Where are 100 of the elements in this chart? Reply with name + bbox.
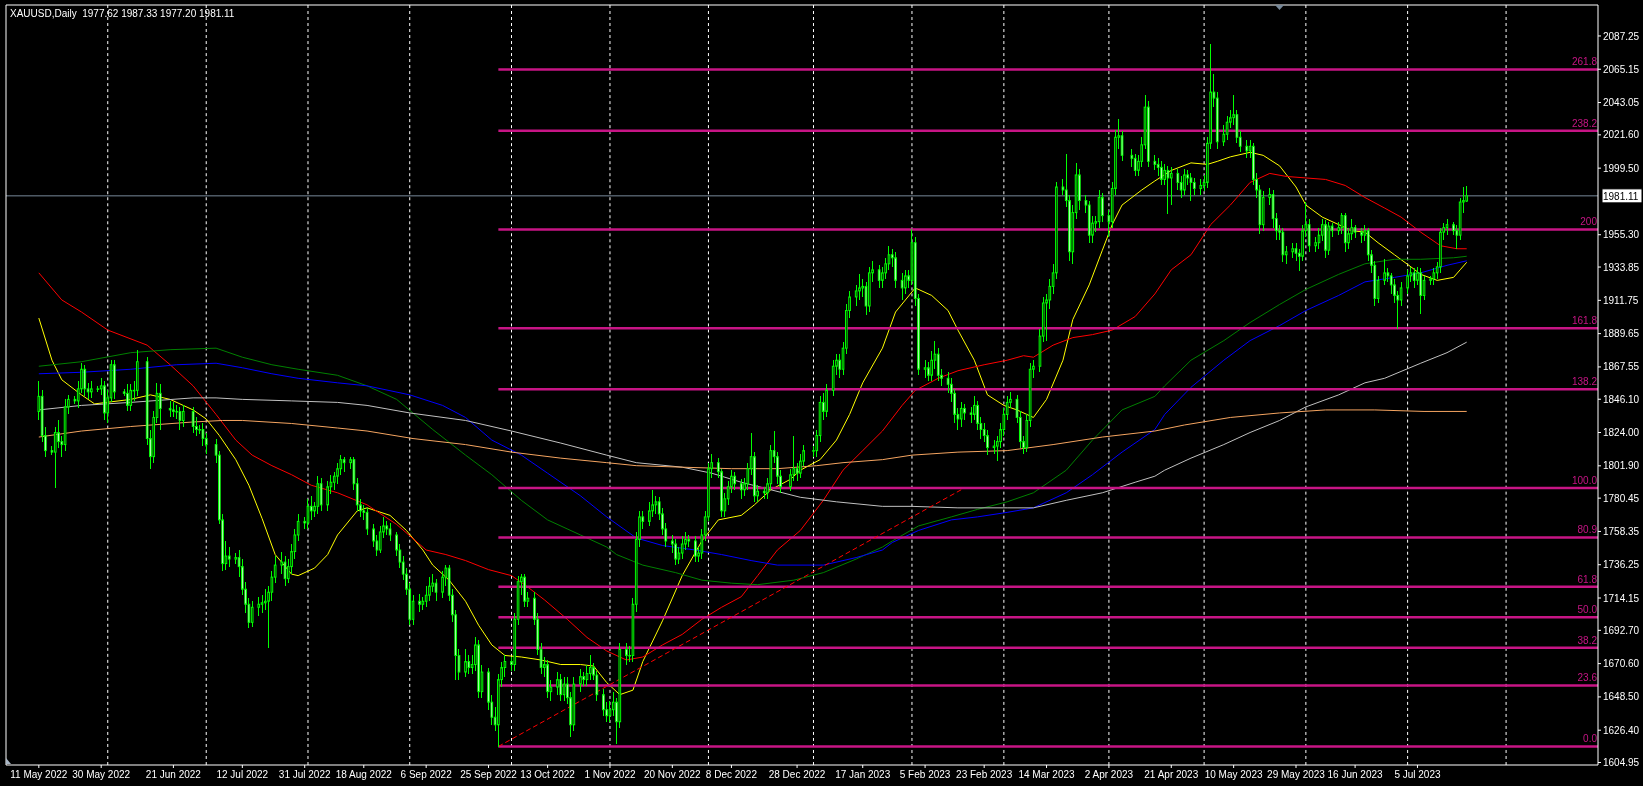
candlestick bbox=[342, 456, 346, 473]
series-label: 100.0 bbox=[1571, 474, 1598, 486]
x-tick-label: 21 Apr 2023 bbox=[1144, 769, 1199, 780]
y-tick-label: 1692.70 bbox=[1603, 624, 1640, 636]
candlestick bbox=[694, 535, 697, 563]
line-series bbox=[38, 341, 1468, 509]
candlestick bbox=[1386, 267, 1390, 283]
series-label: 138.2 bbox=[1571, 376, 1598, 388]
candlestick bbox=[1101, 192, 1104, 223]
candlestick bbox=[316, 475, 320, 515]
x-tick-label: 23 Feb 2023 bbox=[956, 769, 1013, 780]
candlestick bbox=[739, 478, 743, 500]
candlestick bbox=[1179, 175, 1183, 199]
y-tick-label: 2021.60 bbox=[1603, 129, 1640, 141]
candlestick bbox=[1281, 227, 1285, 263]
y-tick-label: 2065.15 bbox=[1603, 63, 1640, 75]
y-tick-label: 2087.25 bbox=[1603, 30, 1640, 42]
y-tick-label: 2043.05 bbox=[1603, 97, 1640, 109]
x-tick-label: 28 Dec 2022 bbox=[768, 769, 826, 780]
candlestick bbox=[900, 272, 904, 301]
candlestick bbox=[1133, 153, 1137, 177]
y-tick-label: 1801.90 bbox=[1603, 460, 1640, 472]
candlestick bbox=[973, 395, 976, 421]
candlestick bbox=[418, 593, 421, 613]
candlestick bbox=[1183, 168, 1186, 196]
candlestick bbox=[126, 383, 129, 412]
y-tick-label: 1626.40 bbox=[1603, 724, 1640, 736]
x-tick-label: 6 Sep 2022 bbox=[400, 769, 453, 780]
series-label: 200 bbox=[1580, 216, 1598, 228]
x-tick-label: 17 Jan 2023 bbox=[835, 769, 891, 780]
series-label: 23.6 bbox=[1577, 672, 1598, 684]
y-tick-label: 1911.75 bbox=[1603, 294, 1639, 306]
candlestick bbox=[677, 546, 681, 565]
x-tick-label: 31 Jul 2022 bbox=[278, 769, 331, 780]
candlestick bbox=[257, 596, 261, 617]
candlestick bbox=[1130, 148, 1134, 168]
candlestick bbox=[129, 383, 133, 412]
x-tick-label: 1 Nov 2022 bbox=[584, 769, 636, 780]
candlestick bbox=[309, 495, 313, 521]
x-tick-label: 29 May 2023 bbox=[1267, 769, 1326, 780]
y-tick-label: 1736.25 bbox=[1603, 559, 1640, 571]
candlestick bbox=[1412, 267, 1416, 289]
x-tick-label: 5 Feb 2023 bbox=[899, 769, 951, 780]
candlestick bbox=[280, 551, 284, 575]
candlestick bbox=[467, 654, 471, 675]
candlestick bbox=[579, 668, 582, 693]
series-label: 80.9 bbox=[1577, 524, 1598, 536]
candlestick bbox=[365, 507, 369, 536]
x-tick-label: 11 May 2022 bbox=[10, 769, 68, 780]
y-tick-label: 1758.35 bbox=[1603, 525, 1640, 537]
candlestick bbox=[1383, 258, 1386, 286]
x-tick-label: 10 May 2023 bbox=[1204, 769, 1263, 780]
candlestick bbox=[464, 648, 467, 678]
candlestick bbox=[227, 546, 231, 568]
series-label: 0.0 bbox=[1583, 733, 1598, 745]
candlestick bbox=[1419, 267, 1423, 315]
series-label: 61.8 bbox=[1577, 573, 1598, 585]
y-tick-label: 1933.85 bbox=[1603, 261, 1640, 273]
candlestick bbox=[191, 406, 195, 434]
series-label: 161.8 bbox=[1571, 315, 1598, 327]
x-tick-label: 5 Jul 2023 bbox=[1394, 769, 1441, 780]
x-tick-label: 2 Apr 2023 bbox=[1084, 769, 1134, 780]
candlestick bbox=[1160, 160, 1163, 186]
candlestick bbox=[795, 462, 799, 482]
candlestick bbox=[181, 404, 185, 427]
y-tick-label: 1999.50 bbox=[1603, 162, 1640, 174]
x-tick-label: 16 Jun 2023 bbox=[1327, 769, 1384, 780]
y-tick-label: 1670.60 bbox=[1603, 658, 1640, 670]
x-tick-label: 30 May 2022 bbox=[72, 769, 131, 780]
candlestick bbox=[674, 538, 677, 566]
candlestick bbox=[319, 477, 323, 512]
candlestick bbox=[421, 596, 425, 611]
candlestick bbox=[733, 471, 737, 491]
candlestick bbox=[1406, 269, 1409, 295]
y-tick-label: 1648.50 bbox=[1603, 691, 1640, 703]
series-label: 50.0 bbox=[1577, 604, 1598, 616]
x-tick-label: 12 Jul 2022 bbox=[216, 769, 269, 780]
y-tick-label: 1867.55 bbox=[1603, 361, 1640, 373]
candlestick bbox=[556, 671, 559, 696]
candlestick bbox=[559, 673, 563, 702]
y-tick-label: 1889.65 bbox=[1603, 328, 1640, 340]
series-label: 238.2 bbox=[1571, 117, 1598, 129]
candlestick bbox=[1169, 166, 1173, 206]
candlestick bbox=[680, 535, 684, 560]
candlestick bbox=[877, 264, 881, 289]
candlestick bbox=[992, 439, 996, 455]
candlestick bbox=[1120, 130, 1124, 162]
chart-title: XAUUSD,Daily 1977.62 1987.33 1977.20 1981.11 bbox=[10, 8, 235, 19]
y-tick-label: 1824.00 bbox=[1603, 427, 1640, 439]
y-tick-label: 1714.15 bbox=[1603, 592, 1640, 604]
candlestick bbox=[83, 364, 87, 397]
x-tick-label: 18 Aug 2022 bbox=[335, 769, 393, 780]
candlestick bbox=[1245, 139, 1249, 159]
candlestick bbox=[894, 251, 897, 289]
candlestick bbox=[1353, 224, 1357, 239]
candlestick bbox=[825, 383, 828, 418]
series-label: 38.2 bbox=[1577, 634, 1598, 646]
candlestick bbox=[625, 642, 628, 666]
y-tick-label: 1780.45 bbox=[1603, 492, 1640, 504]
series-label: 261.8 bbox=[1571, 56, 1598, 68]
